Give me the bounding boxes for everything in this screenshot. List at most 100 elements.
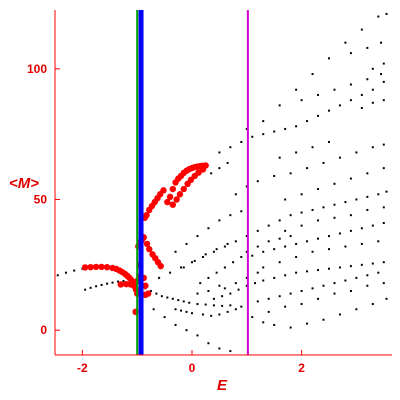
highlight-point [117,281,124,288]
data-point [207,342,210,345]
data-point [95,285,98,288]
highlight-point [103,263,111,271]
data-point [223,287,226,290]
data-point [64,271,67,274]
data-point [333,282,336,285]
data-point [300,303,303,306]
data-point [240,140,243,143]
data-point [306,167,309,170]
data-point [212,297,215,300]
data-point [306,240,309,243]
data-point [349,289,352,292]
data-point [240,305,243,308]
data-point [190,261,193,264]
data-point [311,250,314,253]
data-point [333,292,336,295]
data-point [344,279,347,282]
data-point [262,266,265,269]
highlight-point [157,262,164,270]
data-point [377,271,380,274]
data-point [327,267,330,270]
data-point [300,224,303,227]
data-point [273,248,276,251]
data-point [371,303,374,306]
data-point [267,297,270,300]
data-point [349,214,352,217]
data-point [300,289,303,292]
data-point [180,309,183,312]
data-point [371,101,374,104]
data-point [262,279,265,282]
y-axis-label: <M> [9,175,39,192]
data-point [174,323,177,326]
data-point [100,283,103,286]
data-point [174,308,177,311]
data-point [366,274,369,277]
data-point [117,280,120,283]
data-point [215,248,218,251]
y-tick-label: 50 [34,192,48,206]
data-point [311,208,314,211]
highlight-point [87,263,94,271]
data-point [344,41,347,44]
data-point [311,146,314,149]
data-point [349,99,352,102]
data-point [226,161,229,164]
data-point [223,245,226,248]
data-point [306,270,309,273]
data-point [56,274,59,277]
highlight-point [146,245,153,253]
data-point [278,219,281,222]
data-point [360,28,363,31]
data-point [256,271,259,274]
data-point [196,235,199,238]
data-point [221,304,224,307]
data-point [289,214,292,217]
data-point [371,88,374,91]
data-point [284,229,287,232]
data-point [382,143,385,146]
data-point [322,284,325,287]
data-point [366,208,369,211]
data-point [284,245,287,248]
data-point [182,266,185,269]
data-point [317,114,320,117]
data-point [149,289,152,292]
data-point [190,312,193,315]
data-point [289,326,292,329]
data-point [207,289,210,292]
data-point [234,240,237,243]
data-point [385,297,388,300]
data-point [256,229,259,232]
data-point [215,271,218,274]
data-point [204,253,207,256]
data-point [122,280,125,283]
data-point [207,227,210,230]
data-point [317,93,320,96]
data-point [273,323,276,326]
data-point [366,78,369,81]
data-point [106,282,109,285]
data-point [355,276,358,279]
data-point [262,120,265,123]
data-point [322,206,325,209]
data-point [218,347,221,350]
data-point [295,151,298,154]
x-tick-label: -2 [77,361,88,375]
data-point [180,266,183,269]
data-point [295,271,298,274]
data-point [382,167,385,170]
data-point [267,310,270,313]
data-point [317,269,320,272]
data-point [240,210,243,213]
data-point [284,305,287,308]
data-point [89,286,92,289]
data-point [226,242,229,245]
data-point [366,284,369,287]
data-point [245,235,248,238]
highlight-point [160,187,167,194]
data-point [322,161,325,164]
data-point [289,172,292,175]
data-point [251,135,254,138]
